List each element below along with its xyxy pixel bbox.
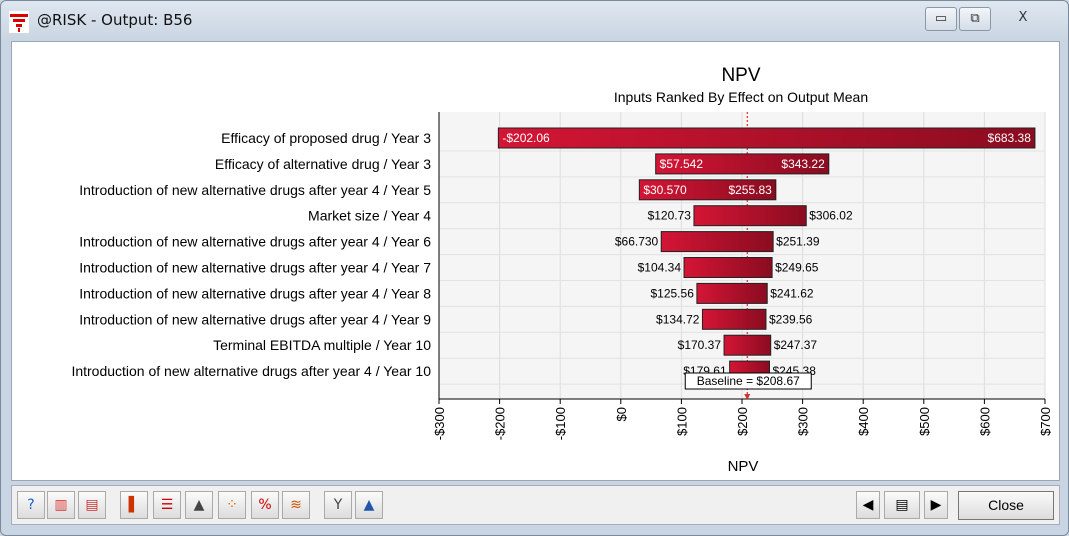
report-icon: ▤: [85, 497, 99, 513]
input-label: Introduction of new alternative drugs af…: [79, 182, 431, 198]
chart-area: NPV Inputs Ranked By Effect on Output Me…: [11, 41, 1060, 481]
input-label: Terminal EBITDA multiple / Year 10: [213, 337, 431, 353]
x-tick-label: $400: [856, 407, 871, 436]
scatter-button[interactable]: ⁘: [218, 491, 246, 519]
x-axis-title: NPV: [728, 458, 759, 475]
bar-high-label: $241.62: [770, 286, 814, 300]
chart-subtitle: Inputs Ranked By Effect on Output Mean: [614, 89, 868, 105]
x-tick-label: -$100: [553, 407, 568, 440]
x-tick-label: $100: [674, 407, 689, 436]
distribution-button[interactable]: ▲: [355, 491, 383, 519]
next-button[interactable]: ▶: [924, 491, 948, 519]
distribution-icon: ▲: [363, 497, 375, 513]
input-label: Introduction of new alternative drugs af…: [79, 311, 431, 327]
tornado-bar: [655, 153, 830, 175]
bar-low-label: $30.570: [643, 183, 687, 197]
input-label: Introduction of new alternative drugs af…: [79, 260, 431, 276]
bar-low-label: $125.56: [650, 286, 694, 300]
percent-button[interactable]: %: [251, 491, 279, 519]
summary-graph-icon: ≋: [290, 497, 302, 513]
filter-icon: Y: [333, 497, 343, 513]
scatter-icon: ⁘: [226, 497, 238, 513]
next-icon: ▶: [930, 497, 942, 513]
bar-high-label: $249.65: [775, 261, 819, 275]
bar-low-label: -$202.06: [502, 131, 550, 145]
tornado-bar: [696, 282, 768, 304]
tornado-bar: [497, 127, 1036, 149]
x-tick-label: $600: [977, 407, 992, 436]
tornado-icon: ☰: [160, 497, 174, 513]
x-tick-label: -$300: [432, 407, 447, 440]
area-chart-button[interactable]: ▲: [185, 491, 213, 519]
tornado-chart: NPV Inputs Ranked By Effect on Output Me…: [71, 65, 1053, 475]
bar-high-label: $239.56: [769, 312, 813, 326]
baseline-marker-icon: [744, 394, 751, 400]
report-button[interactable]: ▤: [78, 491, 106, 519]
restore-button[interactable]: ⧉: [959, 7, 991, 31]
baseline-box: [684, 372, 812, 390]
summary-graph-button[interactable]: ≋: [282, 491, 310, 519]
bar-chart-icon: ▥: [54, 497, 68, 513]
input-label: Efficacy of alternative drug / Year 3: [215, 156, 431, 172]
chart-title: NPV: [721, 65, 760, 86]
tornado-bar: [723, 334, 772, 356]
atrisk-app-icon: [9, 11, 29, 33]
close-button[interactable]: Close: [958, 491, 1054, 520]
x-tick-label: $0: [614, 407, 629, 421]
bar-high-label: $247.37: [774, 338, 818, 352]
x-tick-label: $500: [917, 407, 932, 436]
close-window-button[interactable]: X: [1018, 10, 1028, 25]
help-icon: ?: [27, 497, 35, 513]
bar-high-label: $343.22: [781, 157, 825, 171]
previous-icon: ◀: [862, 497, 874, 513]
x-tick-label: $300: [796, 407, 811, 436]
histogram-icon: ▌: [128, 497, 140, 513]
input-label: Introduction of new alternative drugs af…: [71, 363, 431, 379]
x-tick-label: $700: [1038, 407, 1053, 436]
window-title: @RISK - Output: B56: [37, 11, 193, 29]
input-label: Introduction of new alternative drugs af…: [79, 234, 431, 250]
bar-low-label: $66.730: [615, 235, 659, 249]
histogram-button[interactable]: ▌: [120, 491, 148, 519]
tornado-button[interactable]: ☰: [153, 491, 181, 519]
baseline-label: Baseline = $208.67: [697, 374, 800, 388]
page-icon: ▤: [895, 497, 909, 513]
tornado-bar: [660, 231, 774, 253]
previous-button[interactable]: ◀: [856, 491, 880, 519]
bar-high-label: $255.83: [728, 183, 772, 197]
tornado-bar: [701, 308, 767, 330]
bar-chart-button[interactable]: ▥: [47, 491, 75, 519]
filter-button[interactable]: Y: [324, 491, 352, 519]
percent-icon: %: [258, 497, 272, 513]
x-tick-label: $200: [735, 407, 750, 436]
bar-low-label: $57.542: [660, 157, 704, 171]
tornado-bar: [638, 179, 777, 201]
input-label: Efficacy of proposed drug / Year 3: [221, 130, 431, 146]
bar-high-label: $306.02: [809, 209, 853, 223]
input-label: Market size / Year 4: [308, 208, 431, 224]
bar-low-label: $134.72: [656, 312, 700, 326]
tornado-bar: [683, 257, 773, 278]
page-view-button[interactable]: ▤: [884, 491, 920, 519]
x-tick-label: -$200: [493, 407, 508, 440]
tornado-bar: [693, 205, 807, 227]
bar-low-label: $104.34: [638, 261, 682, 275]
bar-high-label: $683.38: [988, 131, 1032, 145]
input-label: Introduction of new alternative drugs af…: [79, 285, 431, 301]
bar-low-label: $170.37: [678, 338, 722, 352]
bottom-toolbar: ? ▥ ▤ ▌ ☰ ▲ ⁘% ≋ Y ▲ ◀ ▤ ▶ Close: [11, 485, 1060, 525]
area-chart-icon: ▲: [193, 497, 205, 513]
help-button[interactable]: ?: [17, 491, 45, 519]
bar-low-label: $120.73: [648, 209, 692, 223]
minimize-button[interactable]: ▭: [925, 7, 957, 31]
bar-high-label: $251.39: [776, 235, 820, 249]
